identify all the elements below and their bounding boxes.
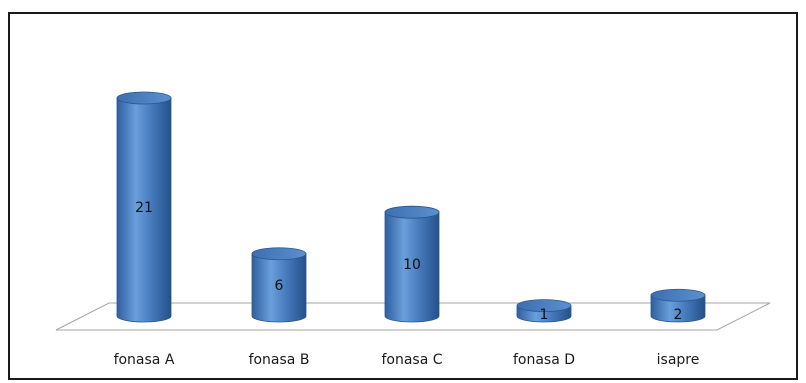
x-tick-label: fonasa A bbox=[114, 352, 175, 368]
bar-top bbox=[650, 288, 706, 302]
data-label: 21 bbox=[135, 200, 153, 216]
x-tick-label: fonasa B bbox=[249, 352, 310, 368]
bar-body bbox=[650, 294, 706, 323]
data-label: 1 bbox=[540, 307, 549, 323]
x-axis-tick-labels: fonasa A fonasa B fonasa C fonasa D isapre bbox=[114, 352, 700, 368]
x-tick-label: isapre bbox=[657, 352, 700, 368]
bar-body bbox=[116, 97, 172, 323]
bar bbox=[650, 288, 706, 323]
bar-top bbox=[116, 91, 172, 105]
bar-top bbox=[251, 247, 307, 261]
bar-body bbox=[384, 211, 440, 323]
chart-plot: 21 6 10 1 2 fonasa A fonasa B fonasa C fonasa D… bbox=[55, 91, 771, 368]
data-label: 10 bbox=[403, 257, 421, 273]
bar-body bbox=[251, 253, 307, 323]
chart-frame: 21 6 10 1 2 fonasa A fonasa B fonasa C fonasa D… bbox=[8, 12, 798, 380]
bar-top bbox=[384, 205, 440, 219]
data-label: 6 bbox=[275, 278, 284, 294]
data-label: 2 bbox=[674, 307, 683, 323]
bar bbox=[116, 91, 172, 323]
x-tick-label: fonasa C bbox=[381, 352, 442, 368]
x-tick-label: fonasa D bbox=[513, 352, 575, 368]
bar bbox=[384, 205, 440, 323]
bar-series: 21 6 10 1 2 bbox=[116, 91, 706, 323]
bar bbox=[251, 247, 307, 323]
bar bbox=[516, 299, 572, 323]
bar-top bbox=[516, 299, 572, 313]
